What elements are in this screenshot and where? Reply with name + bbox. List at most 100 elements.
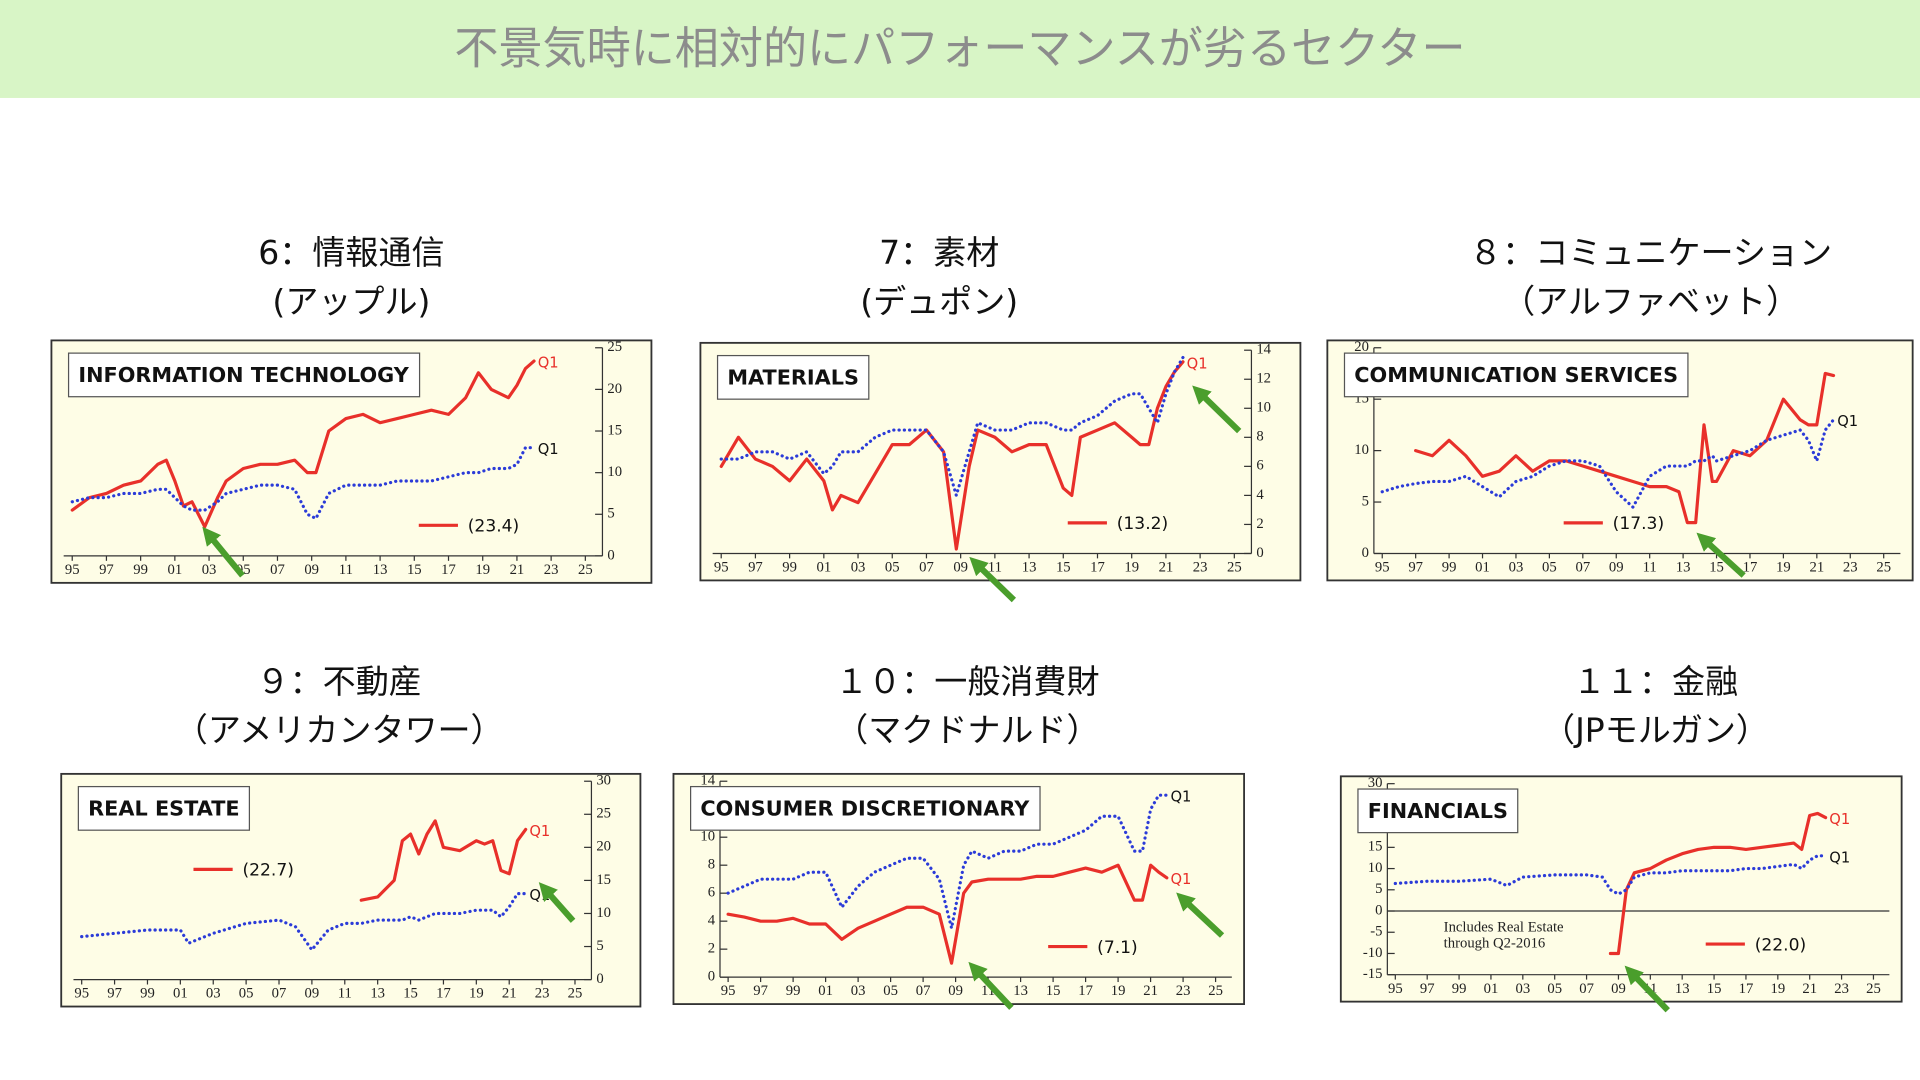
line xyxy=(70,359,536,529)
x-tick-label: 97 xyxy=(1408,560,1423,576)
panel-heading: ９：不動産 xyxy=(257,662,422,701)
x-tick-label: 95 xyxy=(74,986,89,1002)
x-tick-label: 99 xyxy=(782,560,797,576)
x-tick-label: 07 xyxy=(919,560,934,576)
x-tick-label: 05 xyxy=(885,560,900,576)
y-tick-label: 30 xyxy=(1368,775,1383,791)
x-tick-label: 07 xyxy=(1575,560,1590,576)
x-tick-label: 95 xyxy=(714,560,729,576)
x-tick-label: 07 xyxy=(272,986,287,1002)
line xyxy=(1608,811,1828,956)
x-tick-label: 25 xyxy=(1876,560,1891,576)
y-tick-label: 15 xyxy=(596,872,611,888)
x-tick-label: 09 xyxy=(1609,560,1624,576)
x-tick-label: 17 xyxy=(436,986,451,1002)
y-tick-label: 5 xyxy=(1362,493,1369,509)
end-label: Q1 xyxy=(1187,355,1208,372)
x-tick-label: 07 xyxy=(1579,981,1594,997)
x-tick-label: 15 xyxy=(403,986,418,1002)
x-tick-label: 01 xyxy=(168,562,183,578)
x-tick-label: 17 xyxy=(1090,560,1105,576)
x-tick-label: 01 xyxy=(816,560,831,576)
y-tick-label: 6 xyxy=(1256,458,1263,474)
pointer-arrow xyxy=(968,961,1014,1010)
pointer-arrow xyxy=(202,526,245,578)
panel-heading: 7：素材 xyxy=(879,233,999,272)
x-tick-label: 05 xyxy=(1547,981,1562,997)
x-tick-label: 19 xyxy=(1124,560,1139,576)
y-tick-label: 0 xyxy=(1375,902,1382,918)
x-tick-label: 95 xyxy=(721,983,736,999)
dotted-line xyxy=(70,446,536,521)
x-tick-label: 15 xyxy=(407,562,422,578)
y-tick-label: 12 xyxy=(1256,371,1271,387)
x-tick-label: 23 xyxy=(535,986,550,1002)
y-tick-label: 10 xyxy=(700,829,715,845)
x-tick-label: 21 xyxy=(1159,560,1174,576)
legend-label: (7.1) xyxy=(1097,938,1138,958)
y-tick-label: 15 xyxy=(607,422,622,438)
x-tick-label: 07 xyxy=(916,983,931,999)
y-tick-label: 8 xyxy=(708,857,715,873)
x-tick-label: 05 xyxy=(239,986,254,1002)
x-tick-label: 17 xyxy=(1078,983,1093,999)
y-tick-label: 4 xyxy=(1256,487,1264,503)
y-tick-label: -15 xyxy=(1363,966,1383,982)
x-tick-label: 13 xyxy=(1675,981,1690,997)
y-tick-label: 0 xyxy=(1256,545,1263,561)
y-tick-label: 10 xyxy=(1256,400,1271,416)
x-tick-label: 17 xyxy=(1739,981,1754,997)
x-tick-label: 03 xyxy=(202,562,217,578)
x-tick-label: 09 xyxy=(304,562,319,578)
chart-title-box xyxy=(67,352,421,398)
end-label: Q1 xyxy=(1171,871,1192,888)
x-tick-label: 95 xyxy=(65,562,80,578)
x-tick-label: 15 xyxy=(1707,981,1722,997)
chart-title: REAL ESTATE xyxy=(88,796,239,820)
panel-heading: （アメリカンタワー） xyxy=(175,711,504,750)
dotted-line xyxy=(1380,418,1836,509)
x-tick-label: 03 xyxy=(206,986,221,1002)
y-tick-label: 14 xyxy=(700,773,715,789)
x-tick-label: 19 xyxy=(1111,983,1126,999)
y-tick-label: 5 xyxy=(596,938,603,954)
pointer-arrow xyxy=(1192,385,1242,434)
pointer-arrow xyxy=(1624,965,1670,1013)
x-tick-label: 97 xyxy=(1420,981,1435,997)
x-tick-label: 19 xyxy=(1770,981,1785,997)
end-label: Q1 xyxy=(538,355,559,372)
x-tick-label: 23 xyxy=(1176,983,1191,999)
x-tick-label: 09 xyxy=(1611,981,1626,997)
end-label: Q1 xyxy=(538,441,559,458)
x-tick-label: 21 xyxy=(1143,983,1158,999)
y-tick-label: -5 xyxy=(1370,924,1382,940)
y-tick-label: 20 xyxy=(1354,339,1369,355)
x-tick-label: 05 xyxy=(883,983,898,999)
x-tick-label: 97 xyxy=(748,560,763,576)
panel-heading: １１：金融 xyxy=(1573,662,1738,701)
panel-heading: (アップル) xyxy=(272,282,430,321)
y-tick-label: 4 xyxy=(708,913,716,929)
pointer-arrow xyxy=(969,556,1017,603)
end-label: Q1 xyxy=(1829,811,1850,828)
x-tick-label: 17 xyxy=(1743,560,1758,576)
pointer-arrow xyxy=(1696,532,1746,578)
legend-label: (23.4) xyxy=(468,517,520,537)
x-tick-label: 19 xyxy=(475,562,490,578)
y-tick-label: 6 xyxy=(708,885,715,901)
dotted-line xyxy=(80,892,528,952)
legend-label: (13.2) xyxy=(1117,514,1169,534)
y-tick-label: 25 xyxy=(596,806,611,822)
x-tick-label: 25 xyxy=(1227,560,1242,576)
y-tick-label: 10 xyxy=(1368,860,1383,876)
x-tick-label: 99 xyxy=(1452,981,1467,997)
legend-label: (17.3) xyxy=(1613,514,1665,534)
x-tick-label: 13 xyxy=(373,562,388,578)
x-tick-label: 09 xyxy=(953,560,968,576)
chart-title: FINANCIALS xyxy=(1368,799,1508,823)
x-tick-label: 15 xyxy=(1056,560,1071,576)
line xyxy=(719,360,1185,551)
panel-heading: (デュポン) xyxy=(860,282,1018,321)
